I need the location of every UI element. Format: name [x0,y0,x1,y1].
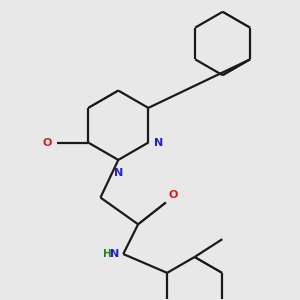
Text: O: O [42,138,52,148]
Text: N: N [110,249,119,259]
Text: O: O [169,190,178,200]
Text: N: N [154,138,164,148]
Text: N: N [114,168,123,178]
Text: H: H [103,249,111,259]
